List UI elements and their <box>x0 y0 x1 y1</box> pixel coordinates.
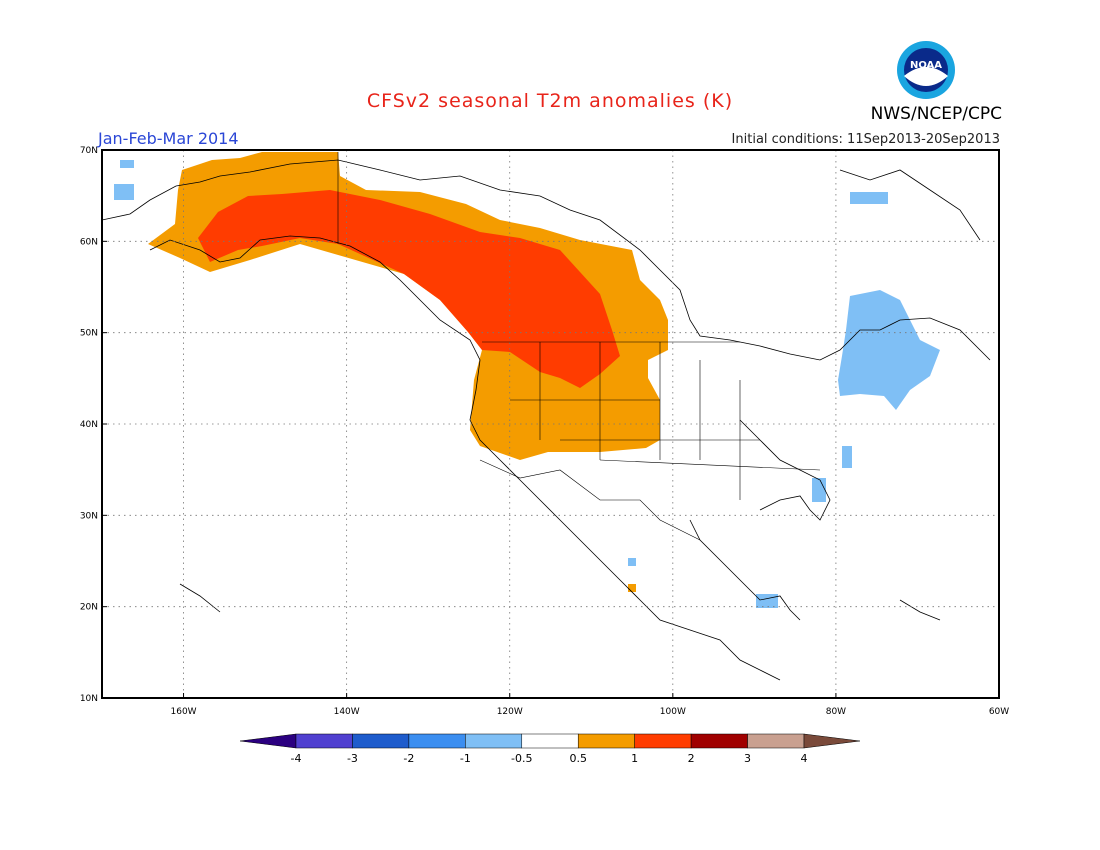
map-frame <box>101 149 1000 699</box>
latitude-labels: 10N 20N 30N 40N 50N 60N 70N <box>80 146 98 704</box>
colorbar-box <box>690 733 748 749</box>
colorbar-label: -1 <box>460 752 471 765</box>
anomaly-region-blue-yucatan <box>756 594 778 608</box>
lon-tick-label: 140W <box>334 707 360 717</box>
colorbar-label: -3 <box>347 752 358 765</box>
colorbar-label: -4 <box>291 752 302 765</box>
anomaly-region-blue-alaska-1 <box>120 160 134 168</box>
anomaly-region-blue-carolina <box>812 478 826 502</box>
longitude-labels: 160W 140W 120W 100W 80W 60W <box>171 707 1010 717</box>
anomaly-region-blue-mexico <box>628 558 636 566</box>
colorbar-box <box>465 733 523 749</box>
lon-tick-label: 60W <box>989 707 1009 717</box>
colorbar-label: 1 <box>631 752 638 765</box>
colorbar-box <box>747 733 805 749</box>
anomaly-region-orange-mexico <box>628 584 636 592</box>
colorbar-box <box>577 733 635 749</box>
colorbar-low-triangle <box>239 733 297 749</box>
colorbar-high-triangle <box>803 733 861 749</box>
colorbar-label: -0.5 <box>511 752 532 765</box>
colorbar-box <box>408 733 466 749</box>
colorbar-label: 2 <box>688 752 695 765</box>
noaa-logo: NOAA <box>897 41 955 99</box>
colorbar-box <box>521 733 579 749</box>
anomaly-region-red <box>198 190 620 388</box>
season-label: Jan-Feb-Mar 2014 <box>98 129 239 148</box>
lon-tick-label: 120W <box>497 707 523 717</box>
lat-tick-label: 20N <box>80 603 98 613</box>
chart-title: CFSv2 seasonal T2m anomalies (K) <box>366 90 734 112</box>
initial-conditions-label: Initial conditions: 11Sep2013-20Sep2013 <box>731 132 1000 147</box>
colorbar-label: 0.5 <box>569 752 587 765</box>
lon-tick-label: 100W <box>660 707 686 717</box>
graticule <box>102 149 1000 699</box>
colorbar-label: -2 <box>403 752 414 765</box>
lat-tick-label: 60N <box>80 237 98 247</box>
map-canvas <box>102 152 991 681</box>
lat-tick-label: 50N <box>80 329 98 339</box>
agency-label: NWS/NCEP/CPC <box>870 104 1002 124</box>
anomaly-region-blue-alaska-2 <box>114 184 134 200</box>
anomaly-region-blue-hudson <box>850 192 888 204</box>
colorbar-label: 4 <box>801 752 808 765</box>
lon-tick-label: 160W <box>171 707 197 717</box>
noaa-logo-text: NOAA <box>910 60 942 71</box>
political-borders <box>337 152 821 541</box>
coastlines <box>102 159 991 681</box>
lat-tick-label: 10N <box>80 694 98 704</box>
anomaly-region-blue-ohio <box>842 446 852 468</box>
lat-tick-label: 70N <box>80 146 98 156</box>
colorbar-box <box>352 733 410 749</box>
lat-tick-label: 30N <box>80 511 98 521</box>
colorbar-box <box>295 733 353 749</box>
colorbar-box <box>634 733 692 749</box>
anomaly-region-blue-quebec <box>838 290 940 410</box>
lat-tick-label: 40N <box>80 420 98 430</box>
colorbar: -4 -3 -2 -1 -0.5 0.5 1 2 3 4 <box>239 733 861 765</box>
lon-tick-label: 80W <box>826 707 846 717</box>
colorbar-label: 3 <box>744 752 751 765</box>
